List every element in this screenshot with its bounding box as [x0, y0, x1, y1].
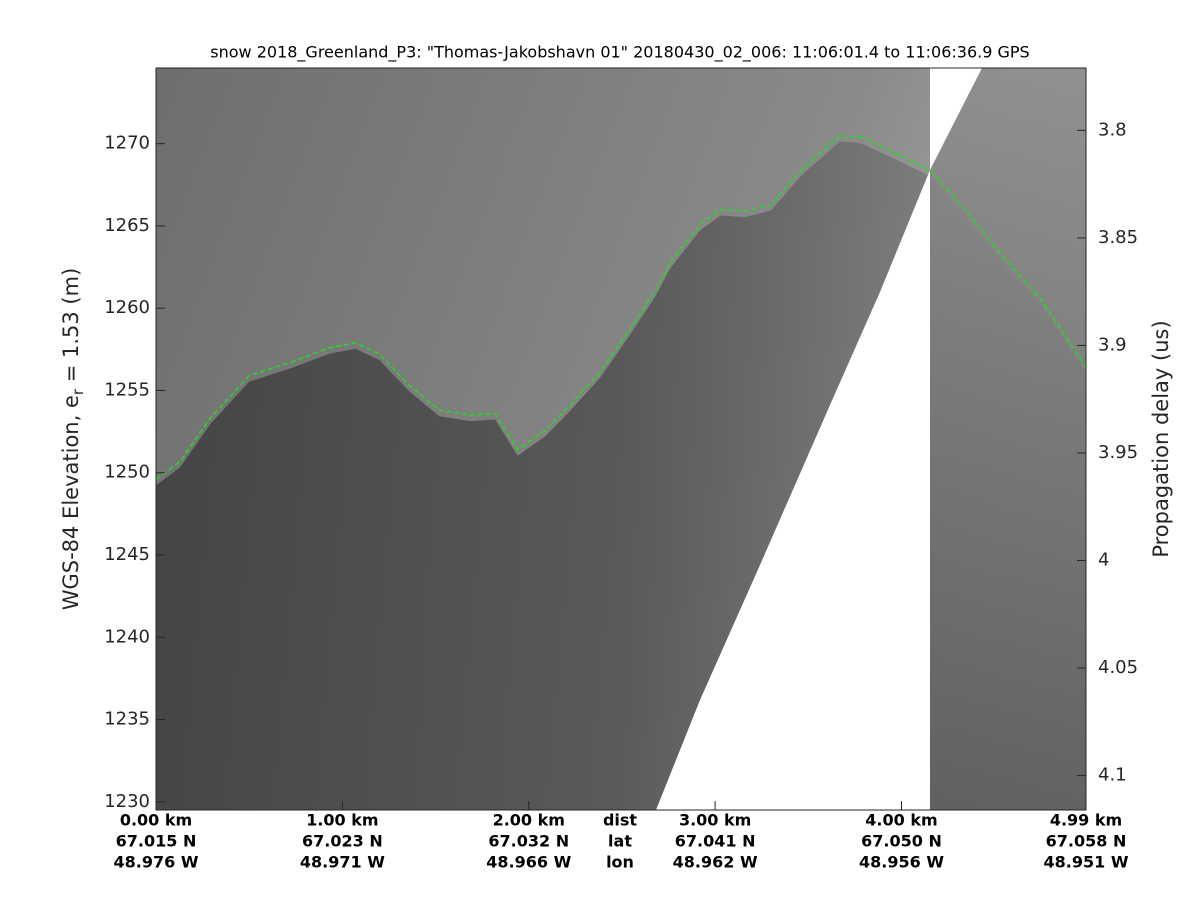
lat-label: 67.050 N — [861, 832, 942, 851]
y2-tick-label: 4.1 — [1098, 765, 1127, 786]
lat-label: 67.032 N — [488, 832, 569, 851]
x-row-title: dist — [603, 811, 637, 830]
y-tick-label: 1265 — [104, 215, 150, 236]
y2-tick-label: 3.9 — [1098, 334, 1127, 355]
x-tick-label: 2.00 km — [493, 811, 565, 830]
x-tick-label: 3.00 km — [679, 811, 751, 830]
lat-label: 67.023 N — [302, 832, 383, 851]
no-data-region — [930, 68, 982, 170]
y-label-text: WGS-84 Elevation, e — [59, 395, 83, 610]
y-tick-label: 1240 — [104, 626, 150, 647]
x-row-title: lat — [608, 832, 632, 851]
lon-label: 48.976 W — [114, 853, 199, 872]
lon-label: 48.971 W — [300, 853, 385, 872]
y-tick-label: 1255 — [104, 379, 150, 400]
chart-title: snow 2018_Greenland_P3: "Thomas-Jakobsha… — [210, 43, 1029, 63]
y-tick-label: 1270 — [104, 133, 150, 154]
y2-tick-label: 4 — [1098, 550, 1109, 571]
lat-label: 67.041 N — [675, 832, 756, 851]
x-tick-label: 1.00 km — [306, 811, 378, 830]
x-row-title: lon — [606, 853, 634, 872]
lat-label: 67.058 N — [1046, 832, 1127, 851]
y-tick-label: 1250 — [104, 462, 150, 483]
lon-label: 48.966 W — [486, 853, 571, 872]
y-tick-label: 1260 — [104, 297, 150, 318]
no-data-region — [656, 170, 930, 810]
y-tick-label: 1235 — [104, 709, 150, 730]
x-tick-label: 4.00 km — [865, 811, 937, 830]
lat-label: 67.015 N — [116, 832, 197, 851]
lon-label: 48.962 W — [673, 853, 758, 872]
y-axis-label: WGS-84 Elevation, er = 1.53 (m) — [59, 268, 87, 611]
lon-label: 48.951 W — [1044, 853, 1129, 872]
y2-tick-label: 3.85 — [1098, 227, 1138, 248]
y2-axis-label: Propagation delay (us) — [1149, 320, 1173, 557]
y2-tick-label: 3.95 — [1098, 442, 1138, 463]
lon-label: 48.956 W — [859, 853, 944, 872]
y2-tick-label: 4.05 — [1098, 657, 1138, 678]
plot-frame — [155, 67, 1087, 811]
y-tick-label: 1245 — [104, 544, 150, 565]
echogram-segment — [930, 68, 1086, 810]
y-label-subscript: r — [69, 388, 87, 395]
y-tick-label: 1230 — [104, 791, 150, 812]
y2-tick-label: 3.8 — [1098, 119, 1127, 140]
x-tick-label: 0.00 km — [120, 811, 192, 830]
x-tick-label: 4.99 km — [1050, 811, 1122, 830]
y-label-text: = 1.53 (m) — [59, 268, 83, 389]
